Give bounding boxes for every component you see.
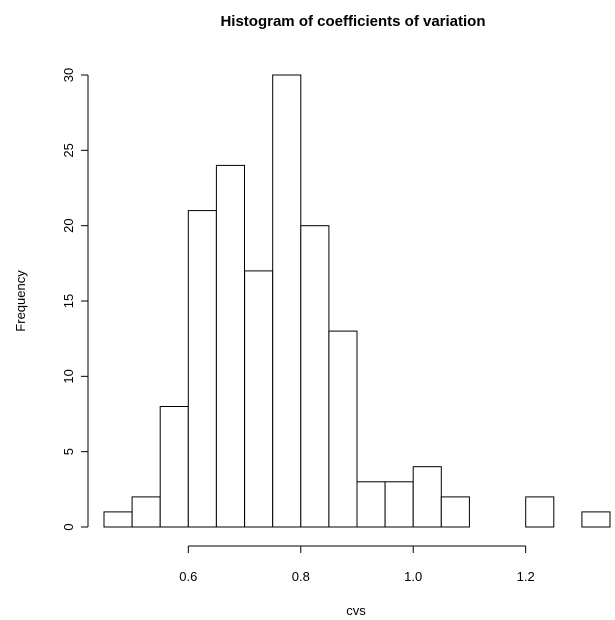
histogram-bar bbox=[187, 210, 217, 528]
y-tick-label: 25 bbox=[61, 143, 76, 157]
x-tick-label: 1.0 bbox=[404, 569, 422, 584]
histogram-bar bbox=[328, 330, 358, 528]
y-tick-label: 0 bbox=[61, 523, 76, 530]
histogram-bar bbox=[525, 496, 555, 528]
histogram-bar bbox=[581, 511, 611, 528]
histogram-bar bbox=[300, 225, 330, 528]
bars-group bbox=[103, 74, 611, 528]
histogram-bar bbox=[412, 466, 442, 528]
histogram-bar bbox=[356, 481, 386, 528]
histogram-bar bbox=[440, 496, 470, 528]
histogram-bar bbox=[244, 270, 274, 528]
x-tick-label: 1.2 bbox=[517, 569, 535, 584]
y-tick-label: 15 bbox=[61, 294, 76, 308]
y-axis-label: Frequency bbox=[13, 270, 28, 332]
histogram-bar bbox=[384, 481, 414, 528]
histogram-bar bbox=[159, 406, 189, 528]
histogram-bar bbox=[272, 74, 302, 528]
x-axis-label: cvs bbox=[346, 603, 366, 618]
chart-title: Histogram of coefficients of variation bbox=[220, 13, 485, 30]
histogram-bar bbox=[131, 496, 161, 528]
y-tick-label: 20 bbox=[61, 218, 76, 232]
y-axis: 0 5 10 15 20 25 30 bbox=[61, 68, 89, 531]
y-tick-label: 10 bbox=[61, 369, 76, 383]
x-axis: 0.6 0.8 1.0 1.2 bbox=[179, 545, 535, 584]
y-tick-label: 30 bbox=[61, 68, 76, 82]
x-tick-label: 0.6 bbox=[179, 569, 197, 584]
histogram-bar bbox=[103, 511, 133, 528]
y-tick-label: 5 bbox=[61, 448, 76, 455]
x-tick-label: 0.8 bbox=[292, 569, 310, 584]
histogram-bar bbox=[215, 164, 245, 528]
